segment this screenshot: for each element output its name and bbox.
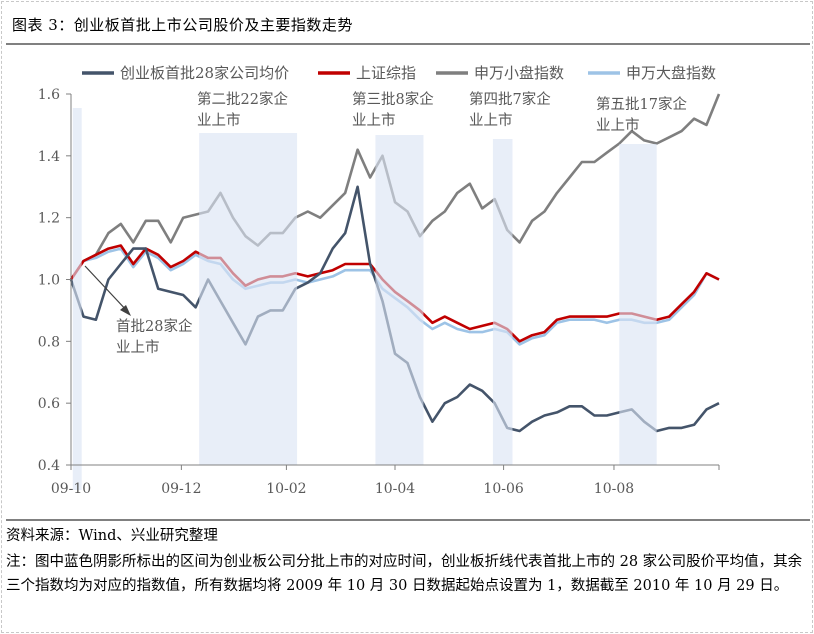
- period-annotation: 业上市: [116, 339, 160, 356]
- legend-label: 申万大盘指数: [626, 64, 716, 82]
- period-annotation: 第二批22家企: [197, 90, 288, 108]
- x-tick-label: 10-02: [266, 481, 306, 497]
- y-tick-label: 0.4: [38, 458, 60, 474]
- x-tick-label: 10-06: [483, 481, 523, 497]
- period-annotation: 业上市: [596, 117, 640, 134]
- x-tick-label: 10-04: [375, 481, 415, 497]
- x-tick-label: 09-10: [51, 481, 91, 497]
- y-tick-label: 1.0: [38, 273, 60, 289]
- shaded-period-4: [619, 144, 657, 465]
- period-annotation: 业上市: [352, 112, 396, 129]
- y-tick-label: 0.6: [38, 396, 60, 412]
- shaded-period-2: [375, 135, 424, 465]
- x-tick-label: 10-08: [594, 481, 634, 497]
- annotation-arrow-line: [84, 265, 129, 313]
- y-tick-label: 1.6: [38, 87, 60, 103]
- period-annotation: 第五批17家企: [596, 95, 687, 113]
- x-tick-label: 09-12: [161, 481, 201, 497]
- shaded-period-0: [72, 108, 82, 490]
- y-tick-label: 1.4: [38, 149, 60, 165]
- y-tick-label: 1.2: [38, 211, 60, 227]
- legend-label: 创业板首批28家公司均价: [120, 64, 289, 82]
- source-note: 资料来源：Wind、兴业研究整理: [6, 528, 218, 544]
- period-annotation: 第四批7家企: [469, 90, 551, 108]
- title-divider: [6, 43, 810, 45]
- line-chart: 0.4 0.6 0.8 1.0 1.2 1.4 1.6 09-10 09-12 10-02 10-0…: [38, 64, 721, 497]
- footer-divider: [6, 519, 810, 521]
- shaded-period-1: [199, 133, 298, 465]
- shaded-period-3: [492, 139, 513, 465]
- legend-label: 上证综指: [356, 64, 416, 82]
- legend-label: 申万小盘指数: [474, 64, 564, 82]
- arrow-head-icon: [120, 305, 131, 316]
- period-annotation: 业上市: [197, 112, 241, 129]
- period-annotation: 业上市: [469, 112, 513, 129]
- y-tick-label: 0.8: [38, 334, 60, 350]
- footnote: 注：图中蓝色阴影所标出的区间为创业板公司分批上市的对应时间，创业板折线代表首批上…: [6, 554, 803, 594]
- period-annotation: 首批28家企: [116, 317, 193, 335]
- period-annotation: 第三批8家企: [352, 90, 434, 108]
- figure-title: 图表 3：创业板首批上市公司股价及主要指数走势: [12, 16, 353, 34]
